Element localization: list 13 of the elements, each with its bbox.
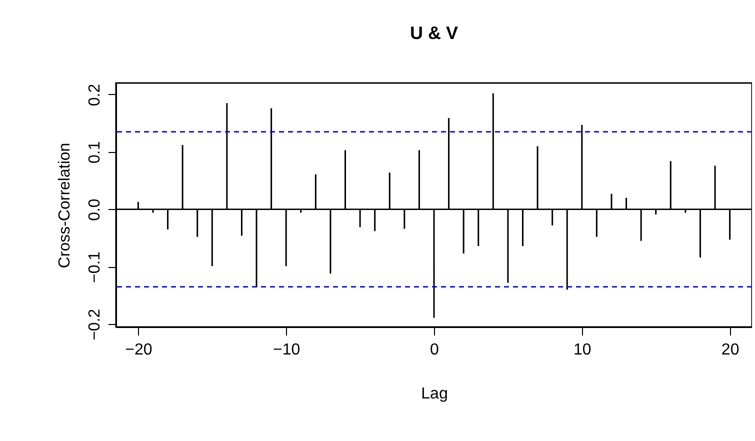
y-tick-label: −0.2 xyxy=(86,308,104,340)
y-axis-title: Cross-Correlation xyxy=(56,142,74,268)
x-axis-title: Lag xyxy=(421,386,448,402)
y-tick-label: 0.0 xyxy=(86,198,104,221)
x-tick-label: 20 xyxy=(721,342,740,358)
y-tick-label: 0.2 xyxy=(86,84,104,106)
chart-title: U & V xyxy=(410,23,458,43)
x-tick-label: 10 xyxy=(574,342,592,358)
y-tick-label: 0.1 xyxy=(86,141,104,164)
x-tick-label: −20 xyxy=(125,342,152,358)
x-tick-label: 0 xyxy=(430,342,440,358)
x-tick-label: −10 xyxy=(273,342,300,358)
y-tick-label: −0.1 xyxy=(86,251,104,284)
